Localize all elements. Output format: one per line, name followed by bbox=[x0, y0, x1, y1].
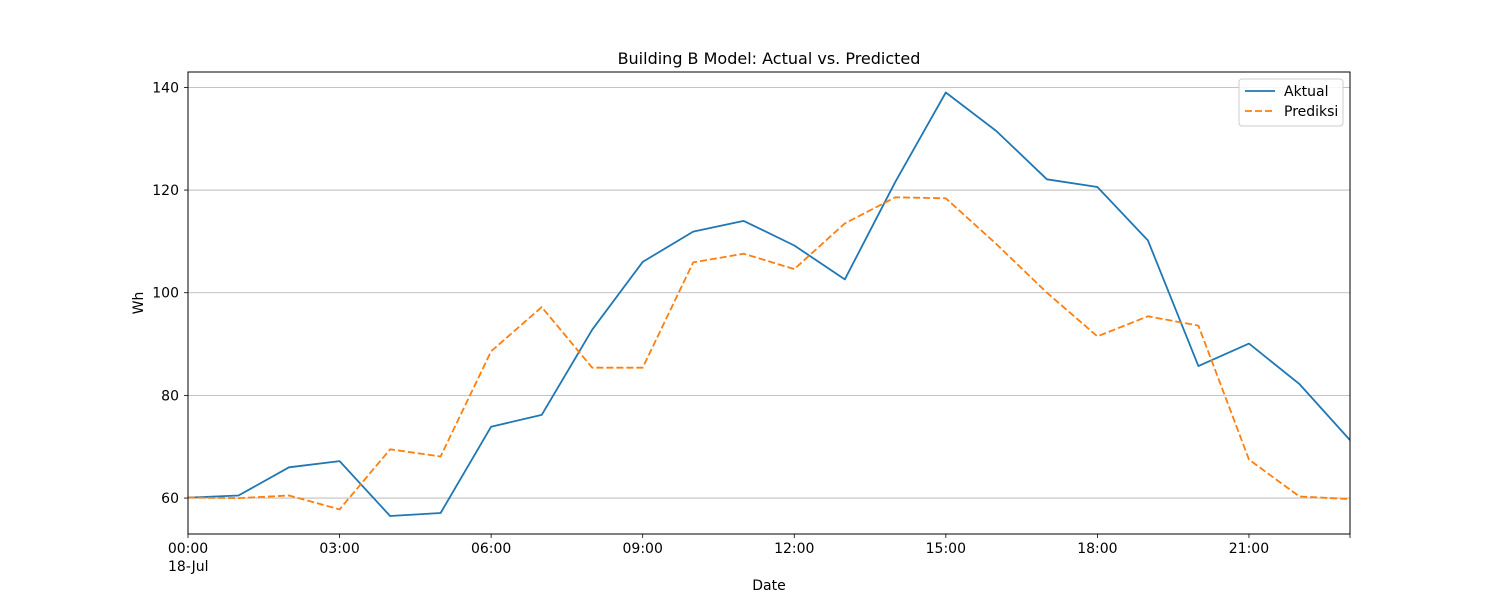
x-tick-label: 09:00 bbox=[623, 541, 663, 557]
y-tick-label: 120 bbox=[152, 183, 179, 199]
x-axis: 00:00 18-Jul 03:00 06:00 09:00 12:00 15:00 18:0… bbox=[168, 534, 1351, 575]
x-tick-label: 03:00 bbox=[319, 541, 359, 557]
series-line-prediksi bbox=[187, 196, 1351, 511]
x-tick-label: 12:00 bbox=[774, 541, 814, 557]
x-tick-label: 00:00 bbox=[168, 541, 208, 557]
x-axis-label: Date bbox=[752, 578, 785, 594]
chart-title: Building B Model: Actual vs. Predicted bbox=[618, 49, 921, 68]
x-tick-sublabel: 18-Jul bbox=[168, 559, 209, 575]
x-tick-label: 15:00 bbox=[926, 541, 966, 557]
legend-label: Aktual bbox=[1284, 84, 1329, 100]
y-axis: 60 80 100 120 140 bbox=[152, 80, 188, 507]
x-tick-label: 18:00 bbox=[1077, 541, 1117, 557]
y-axis-label: Wh bbox=[131, 292, 147, 315]
x-tick-label: 21:00 bbox=[1229, 541, 1269, 557]
y-tick-label: 80 bbox=[161, 388, 179, 404]
y-tick-label: 60 bbox=[161, 491, 179, 507]
plot-frame bbox=[187, 71, 1351, 535]
legend: Aktual Prediksi bbox=[1238, 78, 1344, 127]
y-gridlines bbox=[188, 87, 1350, 499]
x-tick-label: 06:00 bbox=[471, 541, 511, 557]
series-lines bbox=[187, 91, 1351, 517]
y-tick-label: 140 bbox=[152, 80, 179, 96]
legend-label: Prediksi bbox=[1284, 104, 1338, 120]
series-line-aktual bbox=[187, 91, 1351, 517]
y-tick-label: 100 bbox=[152, 286, 179, 302]
